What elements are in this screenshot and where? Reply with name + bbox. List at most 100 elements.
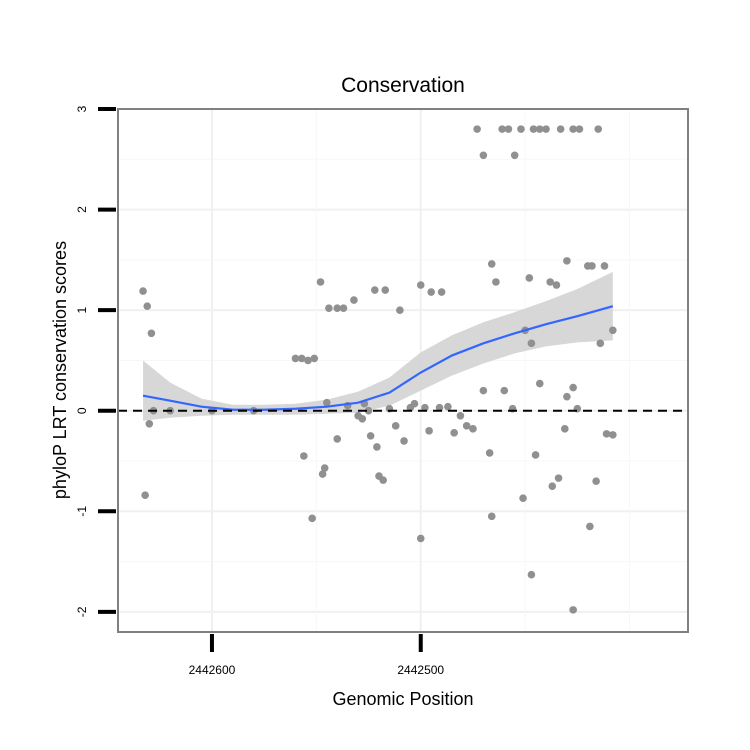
data-point	[456, 411, 465, 420]
data-point	[371, 286, 379, 294]
data-point	[416, 534, 425, 543]
data-point	[435, 403, 444, 412]
data-point	[450, 429, 458, 437]
data-point	[333, 304, 342, 312]
data-point	[546, 278, 554, 286]
data-point	[563, 257, 571, 265]
data-point	[588, 262, 596, 270]
chart-title: Conservation	[341, 74, 465, 97]
data-point	[487, 512, 496, 521]
data-point	[517, 125, 525, 133]
data-point	[563, 392, 571, 401]
panel-border	[117, 108, 689, 633]
y-tick-label: 0	[75, 407, 89, 414]
data-point	[391, 422, 400, 430]
data-point	[527, 570, 536, 579]
data-point	[535, 125, 544, 133]
data-point	[487, 260, 496, 268]
data-point	[469, 425, 477, 433]
data-point	[141, 491, 149, 500]
data-point	[339, 304, 348, 312]
data-point	[596, 339, 605, 348]
y-tick-label: 3	[75, 105, 89, 112]
data-point	[479, 151, 488, 160]
data-point	[145, 420, 154, 428]
data-point	[575, 125, 584, 133]
data-point	[527, 339, 536, 348]
data-point	[444, 402, 452, 411]
data-point	[366, 432, 375, 440]
data-point	[358, 414, 367, 423]
data-point	[322, 398, 331, 407]
data-point	[492, 278, 500, 286]
axes-layer: -2 -1 0 1 2 3 2442600 2442500	[75, 105, 444, 677]
data-point	[410, 399, 419, 408]
data-point	[291, 354, 300, 363]
data-point	[427, 288, 435, 296]
data-point	[308, 514, 316, 523]
data-point	[531, 451, 540, 459]
data-point	[333, 435, 342, 443]
data-point	[569, 383, 577, 392]
y-tick-label: -2	[75, 606, 89, 617]
data-point	[350, 296, 358, 304]
data-point	[400, 437, 408, 445]
data-point	[592, 477, 600, 485]
data-point	[609, 431, 617, 439]
data-point	[498, 125, 506, 133]
data-point	[485, 449, 494, 457]
data-point	[421, 403, 429, 412]
data-point	[425, 427, 433, 435]
x-axis-label: Genomic Position	[332, 689, 473, 709]
data-point	[320, 464, 329, 472]
data-point	[510, 151, 519, 160]
data-point	[381, 286, 390, 294]
data-point	[600, 262, 609, 270]
data-point	[364, 406, 373, 415]
data-point	[535, 379, 544, 388]
data-point	[479, 386, 488, 395]
data-point	[504, 125, 513, 133]
y-tick-label: 2	[75, 206, 89, 213]
data-point	[139, 287, 147, 295]
data-point	[297, 354, 306, 363]
data-point	[318, 470, 327, 478]
smooth-line	[142, 305, 614, 411]
data-point	[569, 125, 577, 133]
data-point	[147, 329, 156, 338]
confidence-band-layer	[143, 271, 613, 421]
data-point	[396, 306, 404, 314]
x-tick-label: 2442600	[189, 663, 236, 677]
data-point	[594, 125, 603, 133]
data-point	[529, 125, 538, 133]
data-point	[143, 302, 152, 310]
data-point	[300, 452, 308, 460]
smooth-line-layer	[142, 305, 614, 411]
data-point	[316, 278, 325, 286]
data-point	[416, 281, 425, 289]
data-point	[525, 274, 534, 282]
data-point	[379, 476, 387, 484]
data-point	[609, 326, 617, 335]
data-point	[462, 422, 471, 430]
confidence-band	[143, 271, 613, 421]
y-tick-label: -1	[75, 506, 89, 517]
data-point	[552, 281, 561, 289]
y-axis-label: phyloP LRT conservation scores	[50, 241, 70, 499]
data-point	[310, 354, 319, 363]
data-point	[373, 443, 381, 451]
data-point	[556, 125, 565, 133]
data-point	[569, 606, 577, 614]
points-layer	[139, 125, 617, 614]
data-point	[519, 494, 527, 503]
data-point	[304, 356, 312, 365]
data-point	[602, 430, 611, 438]
data-point	[542, 125, 550, 133]
data-point	[325, 304, 333, 312]
data-point	[586, 522, 594, 531]
y-tick-label: 1	[75, 306, 89, 313]
x-tick-label: 2442500	[397, 663, 444, 677]
data-point	[437, 288, 446, 296]
data-point	[554, 474, 563, 482]
